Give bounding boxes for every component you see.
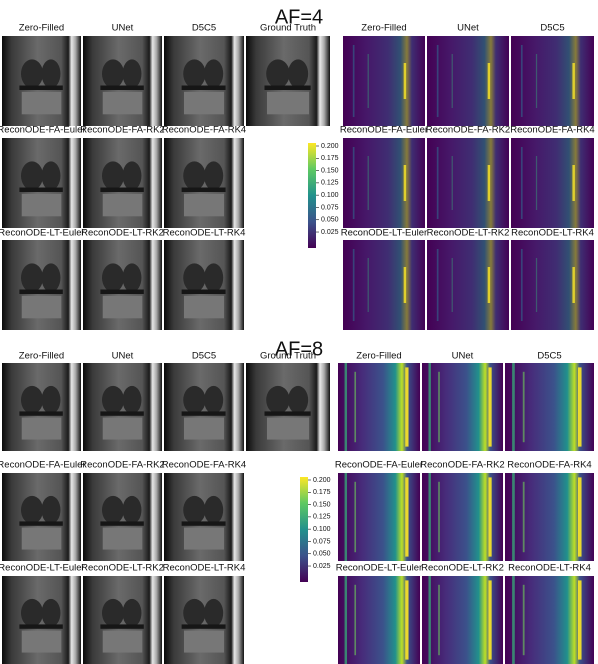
error-map-label: ReconODE-LT-RK2 xyxy=(427,228,510,239)
colorbar-tick-label: 0.100 xyxy=(321,192,339,199)
image-label: D5C5 xyxy=(192,23,216,34)
image-label: ReconODE-LT-Euler xyxy=(0,228,85,239)
error-map-label: Zero-Filled xyxy=(361,23,406,34)
mri-image xyxy=(2,36,81,126)
section-title: AF=8 xyxy=(275,338,323,360)
image-label: ReconODE-FA-Euler xyxy=(0,125,86,136)
mri-image xyxy=(83,576,162,664)
error-map-label: ReconODE-LT-RK4 xyxy=(508,563,591,574)
image-label: ReconODE-FA-RK2 xyxy=(80,460,164,471)
mri-image xyxy=(164,138,244,228)
image-label: ReconODE-FA-RK2 xyxy=(80,125,164,136)
mri-image xyxy=(83,138,162,228)
colorbar-tick-label: 0.125 xyxy=(313,514,331,521)
error-map xyxy=(422,473,503,561)
colorbar-tick-label: 0.175 xyxy=(321,155,339,162)
colorbar-tick-label: 0.025 xyxy=(313,563,331,570)
error-map-label: ReconODE-FA-Euler xyxy=(335,460,423,471)
image-label: UNet xyxy=(112,351,134,362)
error-map xyxy=(343,138,425,228)
colorbar-tick-label: 0.175 xyxy=(313,489,331,496)
colorbar-tick-label: 0.100 xyxy=(313,526,331,533)
image-label: D5C5 xyxy=(192,351,216,362)
image-label: ReconODE-FA-RK4 xyxy=(162,125,246,136)
error-map-label: ReconODE-LT-Euler xyxy=(336,563,422,574)
error-map xyxy=(338,363,420,451)
mri-image xyxy=(2,138,81,228)
colorbar-tick-label: 0.150 xyxy=(313,501,331,508)
mri-image xyxy=(83,473,162,561)
error-map-label: ReconODE-LT-Euler xyxy=(341,228,427,239)
error-map xyxy=(511,36,594,126)
image-label: ReconODE-LT-RK4 xyxy=(163,228,246,239)
error-map xyxy=(505,473,594,561)
error-map-label: ReconODE-FA-RK4 xyxy=(507,460,591,471)
error-map xyxy=(505,576,594,664)
colorbar-tick-label: 0.075 xyxy=(313,538,331,545)
mri-image xyxy=(164,576,244,664)
error-map-label: D5C5 xyxy=(537,351,561,362)
error-map-label: ReconODE-FA-RK2 xyxy=(420,460,504,471)
error-map-label: ReconODE-FA-Euler xyxy=(340,125,428,136)
image-label: UNet xyxy=(112,23,134,34)
mri-image xyxy=(83,363,162,451)
image-label: ReconODE-FA-Euler xyxy=(0,460,86,471)
image-label: Zero-Filled xyxy=(19,351,64,362)
colorbar-tick-label: 0.050 xyxy=(313,551,331,558)
error-map xyxy=(511,138,594,228)
error-map-label: D5C5 xyxy=(540,23,564,34)
colorbar-tick-label: 0.200 xyxy=(313,477,331,484)
image-label: ReconODE-LT-RK2 xyxy=(81,228,164,239)
mri-image xyxy=(246,363,330,451)
mri-image xyxy=(2,363,81,451)
image-label: Zero-Filled xyxy=(19,23,64,34)
colorbar-tick-label: 0.075 xyxy=(321,204,339,211)
mri-image xyxy=(83,240,162,330)
error-map-label: ReconODE-FA-RK4 xyxy=(510,125,594,136)
colorbar-tick-label: 0.200 xyxy=(321,143,339,150)
error-map xyxy=(511,240,594,330)
mri-image xyxy=(164,240,244,330)
image-label: Ground Truth xyxy=(260,23,316,34)
mri-image xyxy=(164,363,244,451)
mri-image xyxy=(83,36,162,126)
error-map xyxy=(505,363,594,451)
error-map-label: UNet xyxy=(452,351,474,362)
mri-image xyxy=(164,473,244,561)
colorbar-tick-label: 0.150 xyxy=(321,167,339,174)
error-map xyxy=(427,240,509,330)
colorbar-tick-label: 0.025 xyxy=(321,229,339,236)
error-map-label: UNet xyxy=(457,23,479,34)
error-map xyxy=(343,240,425,330)
error-map xyxy=(422,363,503,451)
colorbar xyxy=(308,143,316,248)
mri-image xyxy=(164,36,244,126)
error-map-label: ReconODE-FA-RK2 xyxy=(426,125,510,136)
image-label: ReconODE-LT-RK4 xyxy=(163,563,246,574)
error-map xyxy=(427,138,509,228)
mri-image xyxy=(2,240,81,330)
error-map xyxy=(422,576,503,664)
colorbar xyxy=(300,477,308,582)
error-map xyxy=(338,473,420,561)
image-label: ReconODE-LT-Euler xyxy=(0,563,85,574)
error-map xyxy=(427,36,509,126)
mri-image xyxy=(246,36,330,126)
image-label: ReconODE-FA-RK4 xyxy=(162,460,246,471)
image-label: Ground Truth xyxy=(260,351,316,362)
error-map-label: ReconODE-LT-RK2 xyxy=(421,563,504,574)
colorbar-tick-label: 0.125 xyxy=(321,180,339,187)
error-map-label: Zero-Filled xyxy=(356,351,401,362)
error-map xyxy=(338,576,420,664)
mri-image xyxy=(2,473,81,561)
colorbar-tick-label: 0.050 xyxy=(321,217,339,224)
section-title: AF=4 xyxy=(275,6,323,28)
error-map-label: ReconODE-LT-RK4 xyxy=(511,228,594,239)
error-map xyxy=(343,36,425,126)
image-label: ReconODE-LT-RK2 xyxy=(81,563,164,574)
mri-image xyxy=(2,576,81,664)
